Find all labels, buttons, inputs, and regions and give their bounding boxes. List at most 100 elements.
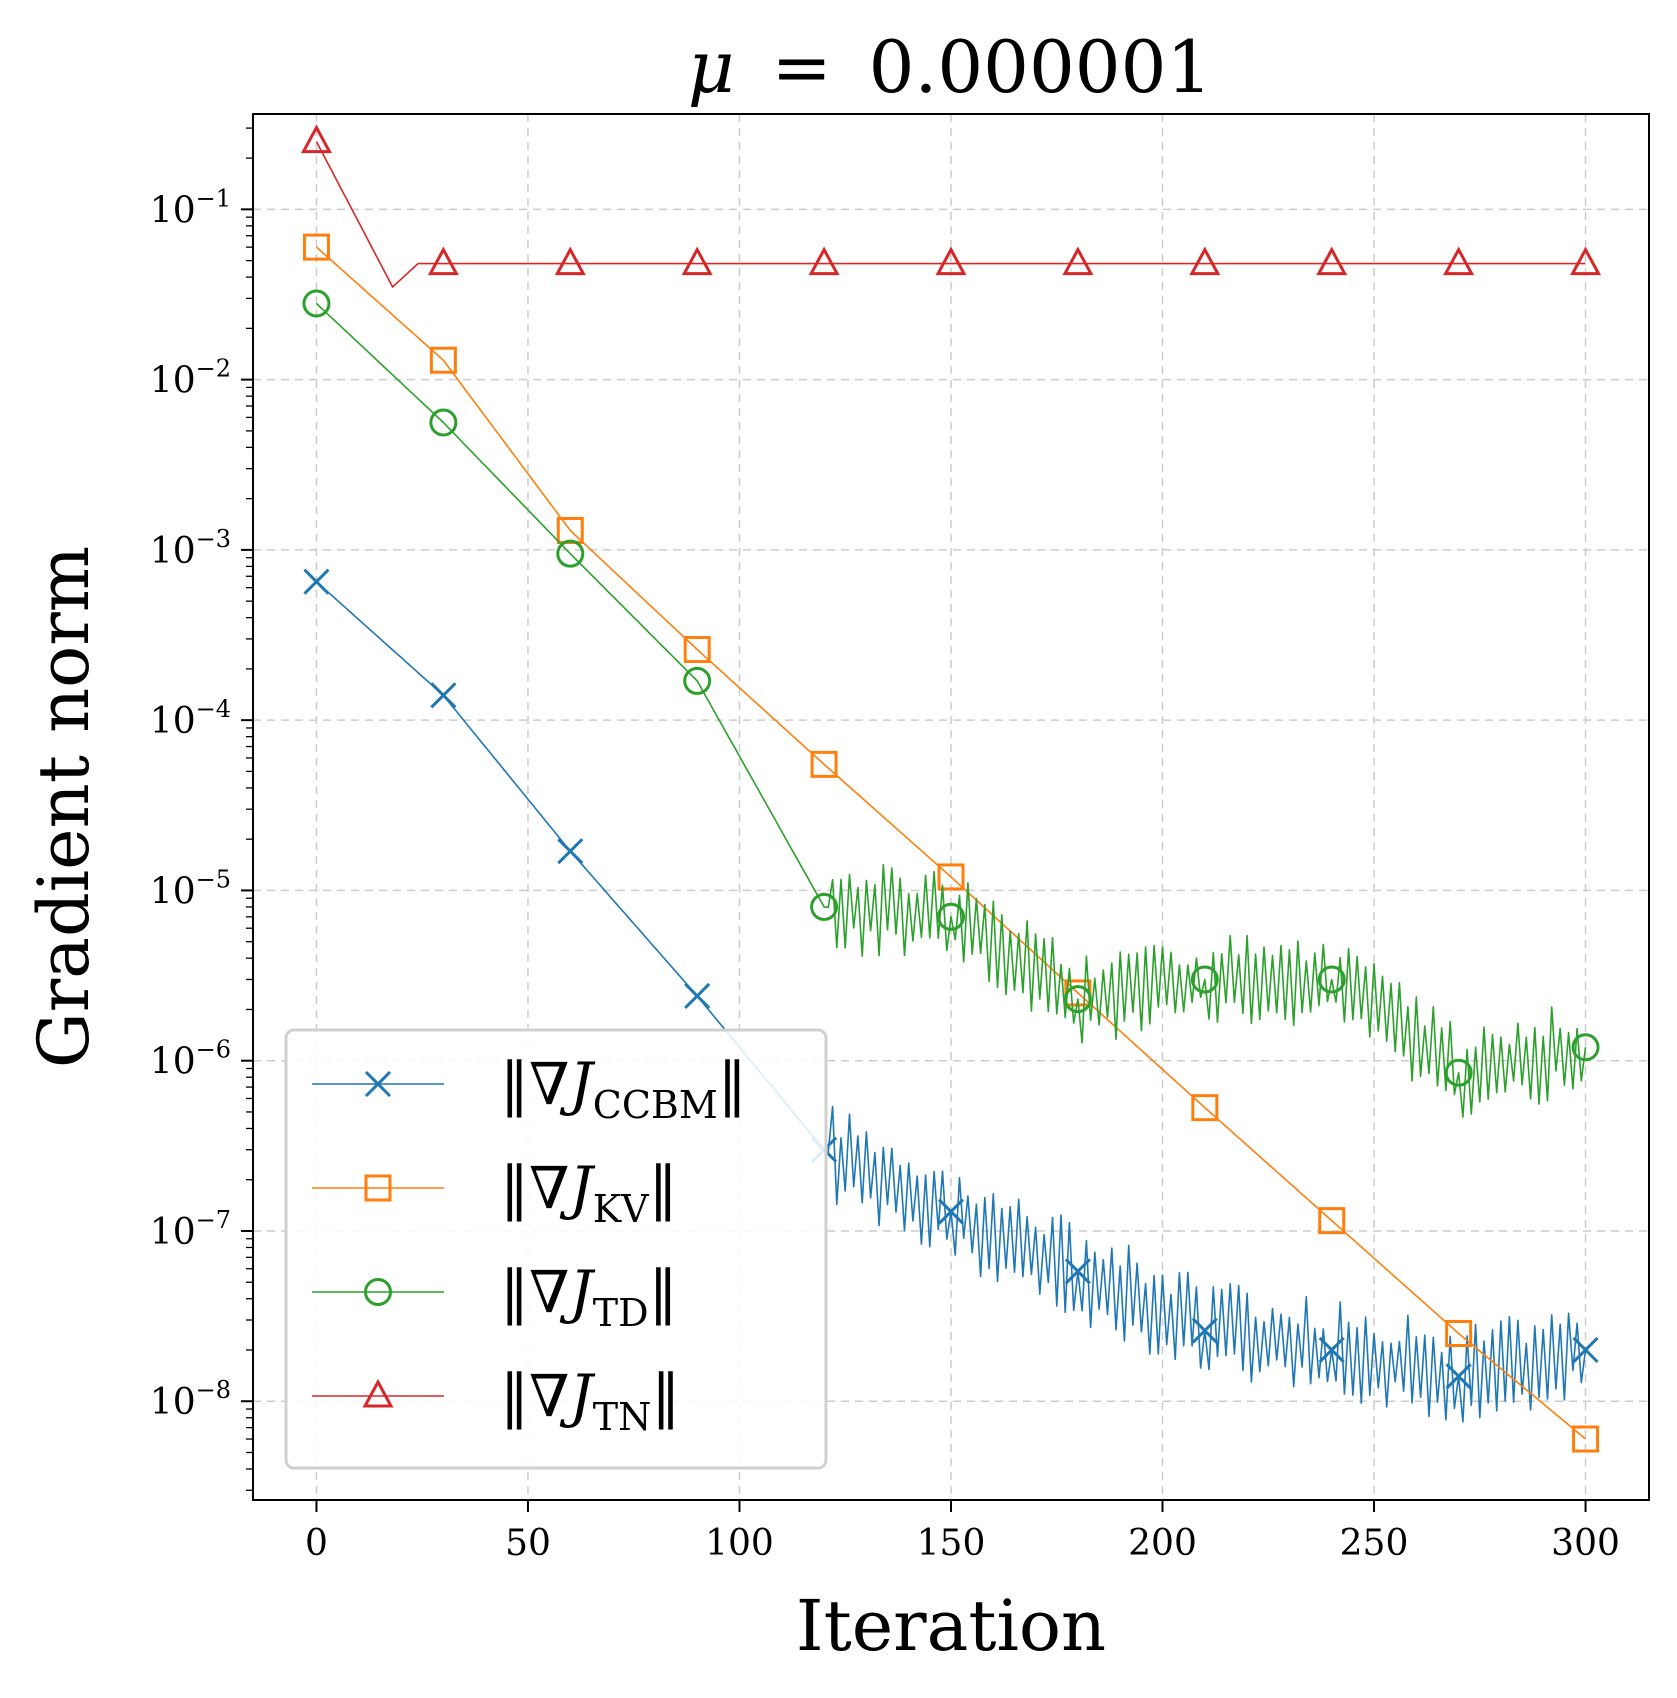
y-tick-exponent: −7 bbox=[196, 1206, 231, 1234]
data-point bbox=[808, 246, 840, 276]
x-tick-label: 200 bbox=[1128, 1523, 1197, 1564]
x-tick-label: 300 bbox=[1551, 1523, 1620, 1564]
data-point bbox=[1062, 246, 1094, 276]
data-point bbox=[683, 666, 712, 695]
legend-label: ‖∇JKV‖ bbox=[500, 1154, 678, 1231]
legend-marker bbox=[364, 1174, 392, 1202]
y-tick-label: 10−2 bbox=[150, 355, 231, 402]
y-tick-base: 10 bbox=[150, 1042, 196, 1083]
data-point bbox=[1443, 246, 1475, 276]
y-tick-label: 10−1 bbox=[150, 184, 231, 231]
data-point bbox=[683, 636, 711, 664]
y-tick-base: 10 bbox=[150, 701, 196, 742]
legend-label-prefix: ‖∇J bbox=[500, 1258, 595, 1326]
data-point bbox=[427, 246, 459, 276]
y-tick-exponent: −3 bbox=[196, 525, 231, 553]
data-point bbox=[1445, 1363, 1472, 1390]
x-tick-label: 250 bbox=[1340, 1523, 1409, 1564]
series-line bbox=[315, 302, 1587, 1118]
data-point bbox=[430, 682, 457, 709]
data-point bbox=[302, 289, 331, 318]
series-layer bbox=[300, 124, 1602, 1453]
y-tick-label: 10−4 bbox=[150, 695, 231, 742]
y-tick-exponent: −4 bbox=[196, 695, 231, 723]
axis-ticks: 0 50 100 150 200 250 30010−810−710−610−510−410… bbox=[150, 127, 1620, 1564]
series-line bbox=[315, 246, 1587, 1440]
legend-label-subscript: TD bbox=[593, 1291, 649, 1335]
grid bbox=[253, 114, 1649, 1500]
data-point bbox=[429, 408, 458, 437]
title-value: 0.000001 bbox=[869, 25, 1213, 109]
y-tick-base: 10 bbox=[150, 871, 196, 912]
data-point bbox=[302, 233, 330, 261]
data-point bbox=[429, 346, 457, 374]
title-mu: μ bbox=[688, 25, 735, 109]
x-tick-label: 150 bbox=[917, 1523, 986, 1564]
data-point bbox=[935, 246, 967, 276]
legend-label-suffix: ‖ bbox=[718, 1050, 747, 1118]
legend-label-prefix: ‖∇J bbox=[500, 1050, 595, 1118]
legend-entry-kv: ‖∇JKV‖ bbox=[312, 1154, 678, 1231]
data-point bbox=[1318, 1207, 1346, 1235]
y-tick-base: 10 bbox=[150, 190, 196, 231]
data-point bbox=[300, 124, 332, 154]
data-point bbox=[1317, 965, 1346, 994]
data-point bbox=[937, 902, 965, 931]
y-tick-exponent: −2 bbox=[196, 355, 231, 383]
legend-label-prefix: ‖∇J bbox=[500, 1154, 595, 1222]
data-point bbox=[557, 838, 584, 865]
y-tick-label: 10−8 bbox=[150, 1376, 231, 1423]
data-point bbox=[1445, 1319, 1473, 1347]
data-point bbox=[554, 246, 586, 276]
data-point bbox=[681, 246, 713, 276]
y-tick-label: 10−7 bbox=[150, 1206, 231, 1253]
title-equals: = bbox=[771, 25, 831, 109]
data-point bbox=[1570, 246, 1602, 276]
data-point bbox=[810, 892, 839, 921]
series-line bbox=[315, 141, 1586, 288]
y-tick-base: 10 bbox=[150, 1212, 196, 1253]
legend-marker bbox=[364, 1278, 392, 1306]
series-tn bbox=[300, 124, 1602, 288]
legend-label-suffix: ‖ bbox=[651, 1362, 680, 1430]
legend-box bbox=[284, 1028, 828, 1470]
data-point bbox=[556, 539, 585, 568]
y-tick-exponent: −5 bbox=[196, 865, 231, 893]
data-point bbox=[1189, 246, 1221, 276]
y-tick-base: 10 bbox=[150, 361, 196, 402]
x-tick-label: 50 bbox=[505, 1523, 551, 1564]
y-tick-label: 10−6 bbox=[150, 1036, 231, 1083]
data-point bbox=[1064, 1258, 1091, 1285]
data-point bbox=[1190, 965, 1219, 994]
legend-label-suffix: ‖ bbox=[649, 1154, 678, 1222]
data-point bbox=[1318, 1336, 1345, 1364]
y-axis-label: Gradient norm bbox=[23, 546, 105, 1068]
legend-entry-td: ‖∇JTD‖ bbox=[312, 1258, 678, 1335]
data-point bbox=[1572, 1425, 1600, 1453]
data-point bbox=[1571, 1033, 1600, 1062]
x-axis-label: Iteration bbox=[796, 1585, 1106, 1667]
legend-label: ‖∇JCCBM‖ bbox=[500, 1050, 747, 1127]
data-point bbox=[1191, 1317, 1218, 1344]
data-point bbox=[1191, 1094, 1219, 1122]
legend-label-subscript: CCBM bbox=[593, 1083, 718, 1127]
legend-entry-ccbm: ‖∇JCCBM‖ bbox=[312, 1050, 747, 1127]
y-tick-exponent: −8 bbox=[196, 1376, 231, 1404]
legend-label: ‖∇JTN‖ bbox=[500, 1362, 680, 1439]
chart-title: μ = 0.000001 bbox=[688, 25, 1212, 109]
x-tick-label: 100 bbox=[705, 1523, 774, 1564]
legend: ‖∇JCCBM‖‖∇JKV‖‖∇JTD‖‖∇JTN‖ bbox=[284, 1028, 828, 1470]
legend-marker bbox=[362, 1378, 394, 1408]
y-tick-base: 10 bbox=[150, 531, 196, 572]
data-point bbox=[937, 1198, 965, 1225]
y-tick-base: 10 bbox=[150, 1382, 196, 1423]
x-tick-label: 0 bbox=[305, 1523, 328, 1564]
data-point bbox=[1572, 1336, 1599, 1364]
data-point bbox=[1316, 246, 1348, 276]
data-point bbox=[937, 863, 965, 891]
data-point bbox=[1444, 1058, 1473, 1087]
legend-label-subscript: KV bbox=[593, 1187, 649, 1231]
legend-label-suffix: ‖ bbox=[649, 1258, 678, 1326]
